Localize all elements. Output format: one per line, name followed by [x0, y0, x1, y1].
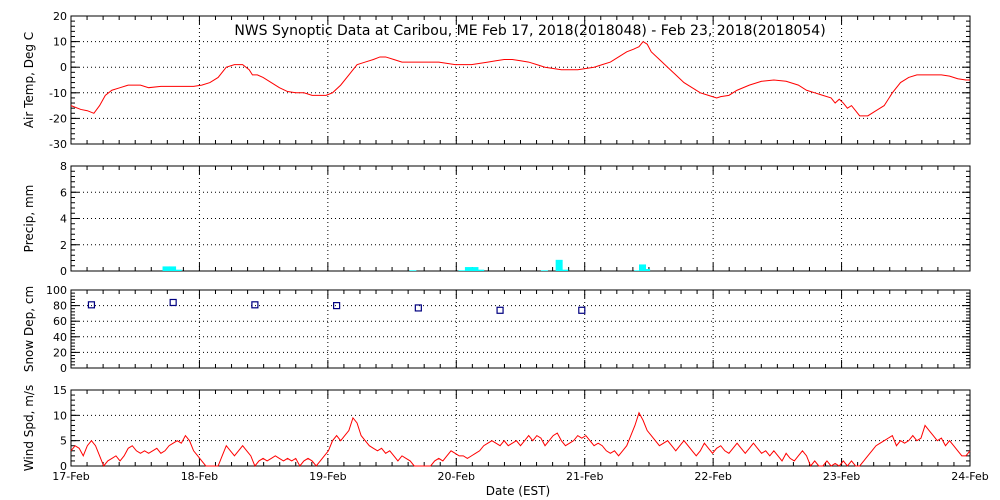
- y-tick-label: 10: [53, 409, 67, 422]
- precip-bar: [471, 267, 479, 271]
- precip-bar: [555, 259, 563, 271]
- y-tick-label: -20: [49, 112, 67, 125]
- snow-depth-point: [169, 298, 177, 307]
- y-tick-label: -30: [49, 138, 67, 151]
- y-tick-label: 15: [53, 384, 67, 397]
- panel-2: 100 80 60 40 20 0 Snow Dep, cm: [22, 284, 971, 375]
- precip-bar: [643, 269, 651, 271]
- precip-bar: [540, 270, 548, 271]
- y-tick-label: 0: [60, 265, 67, 278]
- y-tick-label: 20: [53, 346, 67, 359]
- y-tick-label: 0: [60, 362, 67, 375]
- y-tick-label: 0: [60, 61, 67, 74]
- x-tick-label: 24-Feb: [951, 470, 988, 483]
- panel-3: 15 10 5 0 Wind Spd, m/s: [22, 384, 971, 473]
- y-tick-label: 40: [53, 331, 67, 344]
- y-axis-label: Snow Dep, cm: [22, 286, 36, 372]
- y-tick-label: 10: [53, 36, 67, 49]
- y-tick-label: 100: [46, 284, 67, 297]
- y-tick-label: 80: [53, 300, 67, 313]
- precip-bar: [162, 266, 170, 271]
- x-tick-label: 20-Feb: [438, 470, 475, 483]
- precip-bar: [464, 267, 472, 271]
- wind-speed-line: [70, 411, 971, 467]
- y-tick-label: 2: [60, 239, 67, 252]
- precip-bar: [561, 269, 569, 271]
- precip-bar: [409, 270, 417, 271]
- y-tick-label: 20: [53, 10, 67, 23]
- x-tick-label: 19-Feb: [309, 470, 346, 483]
- y-tick-label: 4: [60, 213, 67, 226]
- snow-depth-point: [578, 306, 586, 314]
- snow-depth-point: [496, 306, 504, 314]
- y-tick-label: 5: [60, 435, 67, 448]
- precip-bar: [477, 269, 485, 271]
- air-temp-line: [70, 40, 970, 117]
- panel-0: 20 10 0 -10 -20 -30 Air Temp, Deg C: [22, 10, 971, 151]
- precip-bar: [458, 270, 466, 271]
- y-axis-label: Precip, mm: [22, 185, 36, 253]
- y-tick-label: 6: [60, 186, 67, 199]
- panel-frame: [70, 289, 971, 369]
- precip-bar: [634, 270, 642, 271]
- panel-1: 8 6 4 2 0 Precip, mm: [22, 160, 971, 278]
- x-tick-label: 17-Feb: [52, 470, 89, 483]
- x-tick-label: 18-Feb: [181, 470, 218, 483]
- x-axis-label: Date (EST): [486, 484, 550, 498]
- x-tick-label: 22-Feb: [694, 470, 731, 483]
- y-axis-label: Air Temp, Deg C: [22, 32, 36, 128]
- y-tick-label: 0: [60, 460, 67, 473]
- snow-depth-point: [87, 301, 96, 309]
- x-tick-label: 21-Feb: [566, 470, 603, 483]
- precip-bar: [169, 266, 177, 271]
- snow-depth-point: [333, 302, 341, 310]
- y-tick-label: 60: [53, 315, 67, 328]
- panel-frame: [70, 389, 971, 467]
- precip-bar: [639, 264, 647, 271]
- precip-bar: [174, 269, 182, 271]
- snow-depth-point: [414, 304, 422, 312]
- x-tick-label: 23-Feb: [823, 470, 860, 483]
- y-axis-label: Wind Spd, m/s: [22, 385, 36, 471]
- chart-title: NWS Synoptic Data at Caribou, ME Feb 17,…: [234, 23, 825, 39]
- y-tick-label: -10: [49, 87, 67, 100]
- snow-depth-point: [251, 301, 259, 309]
- y-tick-label: 8: [60, 160, 67, 173]
